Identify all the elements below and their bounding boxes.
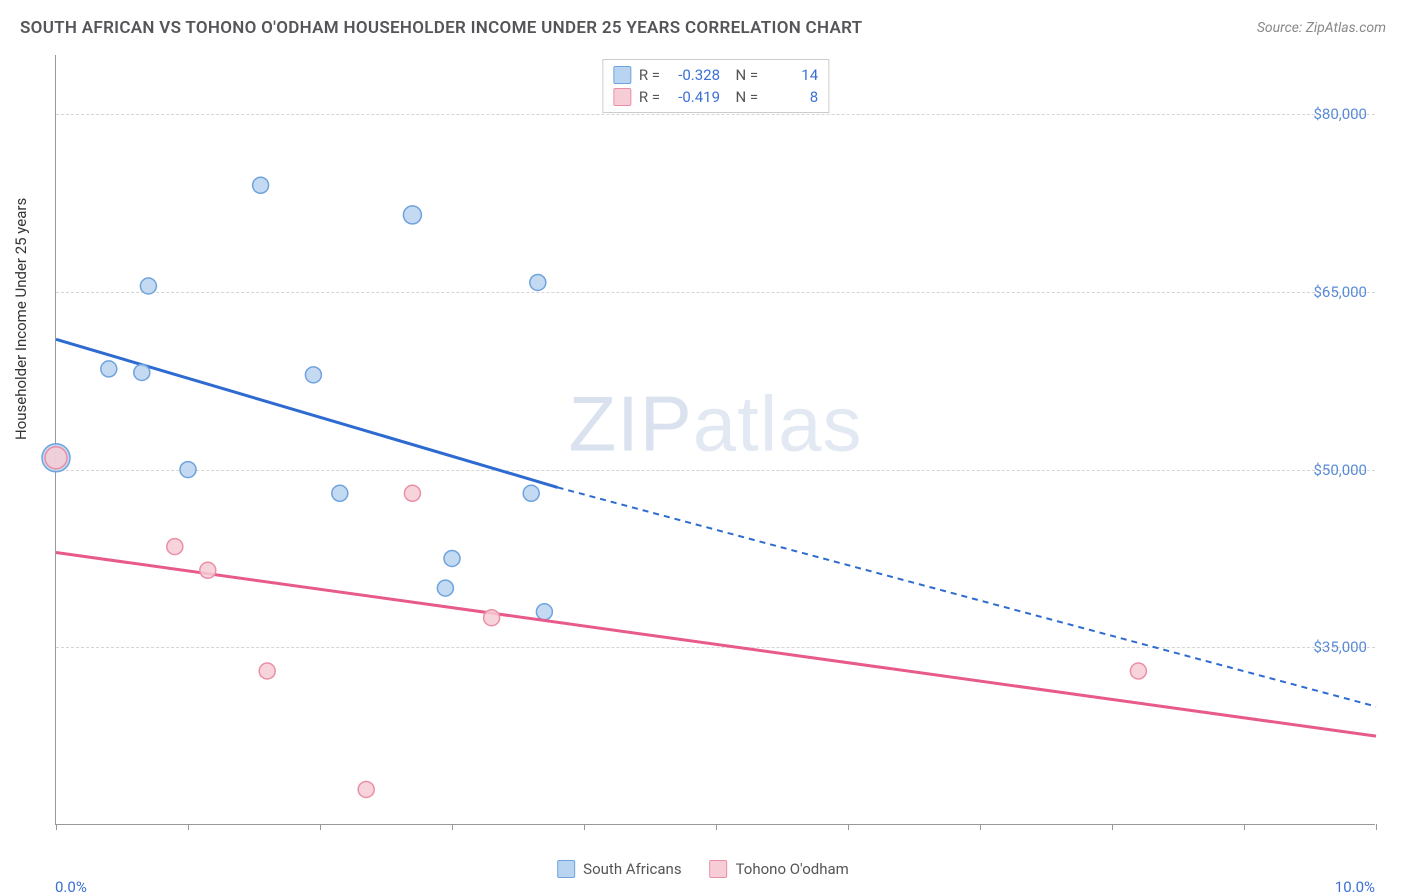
point-south_africans [444, 550, 460, 566]
x-tick [1376, 824, 1377, 830]
x-tick [584, 824, 585, 830]
legend-item-to: Tohono O'odham [710, 860, 849, 878]
swatch-sa-icon [557, 860, 575, 878]
point-south_africans [536, 604, 552, 620]
point-tohono [358, 781, 374, 797]
point-tohono [259, 663, 275, 679]
point-tohono [167, 539, 183, 555]
trendline-dashed-south_africans [558, 487, 1376, 706]
legend-item-sa: South Africans [557, 860, 681, 878]
y-tick-label: $35,000 [1313, 638, 1367, 656]
y-axis-label: Householder Income Under 25 years [12, 198, 30, 440]
x-tick [1244, 824, 1245, 830]
point-tohono [1130, 663, 1146, 679]
point-south_africans [332, 485, 348, 501]
y-tick-label: $65,000 [1313, 283, 1367, 301]
legend-label-sa: South Africans [583, 860, 681, 878]
point-tohono [404, 485, 420, 501]
point-south_africans [101, 361, 117, 377]
legend-label-to: Tohono O'odham [736, 860, 849, 878]
point-south_africans [180, 462, 196, 478]
swatch-to-icon [710, 860, 728, 878]
point-south_africans [523, 485, 539, 501]
x-tick [980, 824, 981, 830]
x-tick [716, 824, 717, 830]
y-tick-label: $50,000 [1313, 461, 1367, 479]
x-tick [848, 824, 849, 830]
point-tohono [45, 447, 67, 469]
plot-svg [56, 55, 1375, 824]
point-south_africans [530, 274, 546, 290]
point-south_africans [403, 206, 421, 224]
x-axis-min: 0.0% [55, 878, 87, 896]
source-label: Source: ZipAtlas.com [1257, 20, 1386, 36]
plot-area: ZIPatlas R = -0.328 N = 14 R = -0.419 N … [55, 55, 1375, 825]
x-axis-max: 10.0% [1335, 878, 1375, 896]
chart-title: SOUTH AFRICAN VS TOHONO O'ODHAM HOUSEHOL… [20, 18, 862, 38]
y-tick-label: $80,000 [1313, 105, 1367, 123]
trendline-tohono [56, 553, 1376, 737]
point-tohono [484, 610, 500, 626]
series-legend: South Africans Tohono O'odham [557, 860, 849, 878]
x-tick [320, 824, 321, 830]
point-south_africans [253, 177, 269, 193]
x-tick [452, 824, 453, 830]
x-tick [188, 824, 189, 830]
point-south_africans [305, 367, 321, 383]
x-tick [1112, 824, 1113, 830]
point-south_africans [437, 580, 453, 596]
point-south_africans [134, 364, 150, 380]
point-south_africans [140, 278, 156, 294]
x-tick [56, 824, 57, 830]
trendline-south_africans [56, 339, 558, 487]
point-tohono [200, 562, 216, 578]
